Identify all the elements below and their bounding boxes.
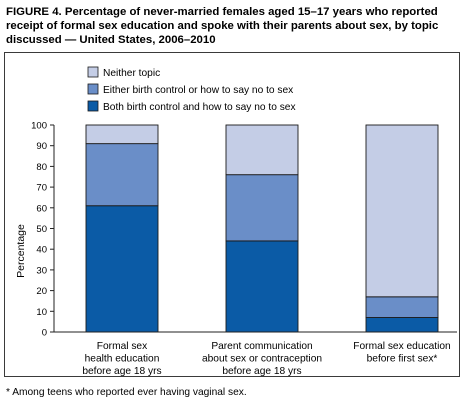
y-tick-label-50: 50 (36, 224, 47, 235)
x-axis: Formal sex health education before age 18 … (54, 331, 457, 376)
x-category-label-1: Formal sex health education before age 18 … (82, 341, 161, 376)
y-tick-label-60: 60 (36, 203, 47, 214)
bar-2-both (225, 240, 299, 333)
y-tick-label-0: 0 (42, 328, 47, 339)
x-category-label-line: before age 18 yrs (82, 366, 161, 376)
x-category-label-line: before first sex* (367, 354, 438, 365)
y-tick-label-10: 10 (36, 307, 47, 318)
bar-1-both (85, 205, 159, 333)
x-category-label-3: Formal sex education before first sex* (353, 341, 450, 365)
bar-3-either (365, 296, 439, 318)
y-tick-label-20: 20 (36, 286, 47, 297)
x-category-label-line: about sex or contraception (202, 354, 322, 365)
x-category-label-2: Parent communication about sex or contrac… (202, 341, 322, 376)
y-tick-label-30: 30 (36, 265, 47, 276)
legend-swatch-both (87, 100, 99, 112)
bar-1-neither (85, 124, 159, 145)
x-category-label-line: Formal sex education (353, 341, 450, 352)
x-category-label-line: health education (85, 354, 160, 365)
footnote: * Among teens who reported ever having v… (6, 387, 247, 398)
figure-title: FIGURE 4. Percentage of never-married fe… (6, 6, 439, 46)
chart-legend: Neither topic Either birth control or how… (87, 66, 296, 113)
bar-3-both (365, 317, 439, 333)
bar-1-either (85, 143, 159, 207)
y-axis-label: Percentage (15, 224, 27, 278)
x-category-label-line: Parent communication (211, 341, 312, 352)
y-tick-label-90: 90 (36, 141, 47, 152)
bar-2-either (225, 174, 299, 242)
bar-3-neither (365, 124, 439, 298)
legend-label-neither: Neither topic (103, 68, 160, 79)
legend-label-either: Either birth control or how to say no to… (103, 85, 293, 96)
x-category-label-line: before age 18 yrs (222, 366, 301, 376)
stacked-bar-chart: Neither topic Either birth control or how… (15, 66, 457, 376)
x-category-label-line: Formal sex (97, 341, 147, 352)
y-tick-label-80: 80 (36, 162, 47, 173)
bars (85, 124, 439, 333)
legend-label-both: Both birth control and how to say no to … (103, 102, 296, 113)
y-axis: 0 10 20 30 40 50 60 70 80 90 100 (31, 121, 55, 339)
bar-2-neither (225, 124, 299, 176)
legend-swatch-either (87, 83, 99, 95)
y-tick-label-40: 40 (36, 245, 47, 256)
legend-swatch-neither (87, 66, 99, 78)
chart-frame: Neither topic Either birth control or how… (4, 52, 460, 377)
y-tick-label-100: 100 (31, 121, 47, 132)
y-tick-label-70: 70 (36, 183, 47, 194)
